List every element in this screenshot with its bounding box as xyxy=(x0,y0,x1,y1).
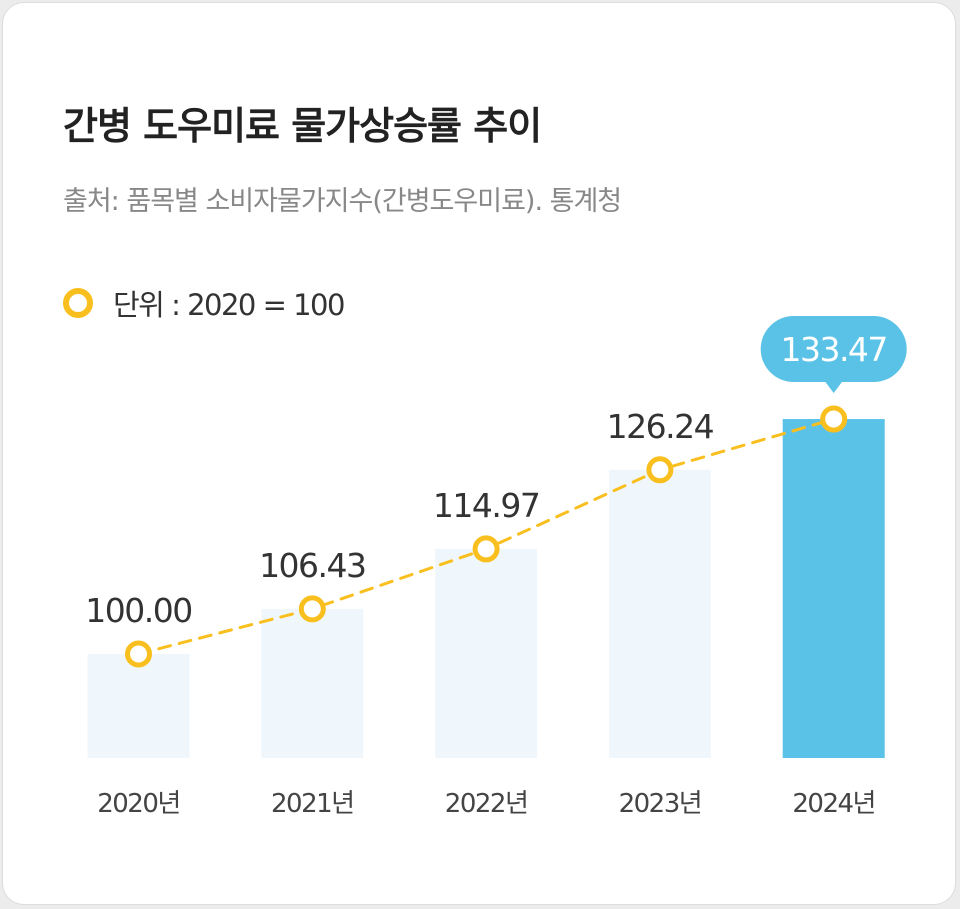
bar-5 xyxy=(782,419,885,758)
x-tick-label-5: 2024년 xyxy=(792,789,875,819)
value-callout-pointer xyxy=(824,381,843,394)
value-label-3: 114.97 xyxy=(433,486,539,525)
chart-title: 간병 도우미료 물가상승률 추이 xyxy=(63,104,542,148)
value-label-4: 126.24 xyxy=(607,407,714,446)
data-point-2 xyxy=(298,595,326,623)
value-label-1: 100.00 xyxy=(85,591,191,630)
legend: 단위 : 2020 = 100 xyxy=(63,285,345,322)
bar-4 xyxy=(608,469,711,758)
bar-3 xyxy=(435,548,538,758)
data-point-5 xyxy=(820,405,848,433)
value-label-5: 133.47 xyxy=(780,330,886,369)
legend-unit-label: 단위 : 2020 = 100 xyxy=(113,288,345,322)
x-tick-label-3: 2022년 xyxy=(445,789,528,819)
data-point-1 xyxy=(125,640,152,668)
x-tick-label-1: 2020년 xyxy=(97,789,180,819)
bar-1 xyxy=(87,654,190,758)
chart-source: 출처: 품목별 소비자물가지수(간병도우미료). 통계청 xyxy=(63,186,622,217)
value-label-2: 106.43 xyxy=(259,546,365,585)
x-tick-label-4: 2023년 xyxy=(619,789,702,819)
bar-2 xyxy=(261,608,364,758)
data-point-4 xyxy=(646,456,674,484)
data-point-3 xyxy=(472,535,500,563)
x-tick-label-2: 2021년 xyxy=(271,789,354,819)
legend-circle-icon xyxy=(63,288,93,318)
value-callout-bubble xyxy=(760,316,907,383)
